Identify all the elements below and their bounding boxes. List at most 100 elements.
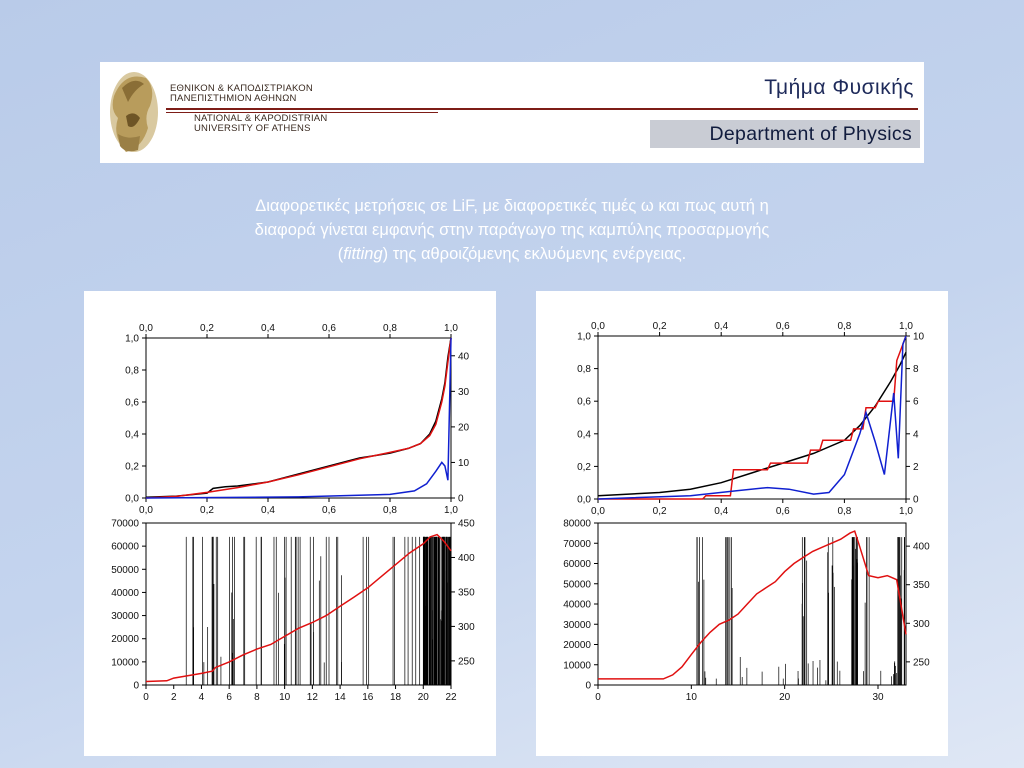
left-bottom-x-tick-label: 10 [279,692,291,703]
chart-right-svg: 0,00,00,20,20,40,40,60,60,80,81,01,00,00… [563,321,930,703]
right-top-y2-tick-label: 10 [913,332,925,343]
left-bottom-x-tick-label: 16 [362,692,374,703]
right-top-y-tick-label: 0,0 [577,495,591,506]
left-top-y2-tick-label: 20 [458,422,470,433]
caption-line-1: Διαφορετικές μετρήσεις σε LiF, με διαφορ… [255,197,769,215]
caption-line-2: διαφορά γίνεται εμφανής στην παράγωγο τη… [254,221,770,239]
left-bottom-spike-group [185,536,452,685]
right-top-x-top-tick-label: 0,2 [653,321,667,332]
left-bottom-x-tick-label: 22 [445,692,457,703]
left-top-x-top-tick-label: 0,0 [139,323,153,334]
right-bottom-y2-tick-label: 400 [913,542,930,553]
caption-line-3: (fitting) της αθροιζόμενης εκλυόμενης εν… [100,242,924,266]
right-bottom-y-tick-label: 40000 [563,600,591,611]
left-bottom-series-red [145,533,452,683]
left-top-x-top-tick-label: 1,0 [444,323,458,334]
right-bottom-y-tick-label: 20000 [563,640,591,651]
right-bottom-y2-tick-label: 300 [913,619,930,630]
right-top-x-tick-label: 0,4 [714,506,728,517]
left-bottom-y-tick-label: 50000 [111,565,139,576]
right-top-y-tick-label: 0,4 [577,429,591,440]
right-top-x-tick-label: 0,8 [837,506,851,517]
right-top-y2-tick-label: 0 [913,495,919,506]
right-bottom-y-tick-label: 30000 [563,620,591,631]
right-bottom-y2-tick-label: 350 [913,580,930,591]
right-top-series-black [597,351,907,497]
right-bottom-y-tick-label: 70000 [563,539,591,550]
caption-italic-term: fitting [343,245,383,263]
right-top-x-tick-label: 0,0 [591,506,605,517]
right-top-y-tick-label: 1,0 [577,332,591,343]
right-top-x-top-tick-label: 1,0 [899,321,913,332]
left-top-x-top-tick-label: 0,8 [383,323,397,334]
header-divider [166,108,918,110]
university-greek-line-2: ΠΑΝΕΠΙΣΤΗΜΙΟΝ ΑΘΗΝΩΝ [170,93,297,104]
right-bottom-y-tick-label: 10000 [563,660,591,671]
left-bottom-x-tick-label: 0 [143,692,149,703]
left-bottom-y-tick-label: 30000 [111,611,139,622]
right-bottom-x-tick-label: 20 [779,692,791,703]
right-bottom-y-tick-label: 0 [585,681,591,692]
department-title-english: Department of Physics [709,123,912,145]
right-top-plot-frame [597,335,907,500]
right-top-y2-tick-label: 2 [913,462,919,473]
caption-line-3-rest: ) της αθροιζόμενης εκλυόμενης ενέργειας. [382,245,687,263]
left-top-x-tick-label: 1,0 [444,505,458,516]
slide-caption: Διαφορετικές μετρήσεις σε LiF, με διαφορ… [100,194,924,266]
right-top-x-tick-label: 0,2 [653,506,667,517]
left-bottom-x-tick-label: 18 [390,692,402,703]
left-top-x-top-tick-label: 0,4 [261,323,275,334]
left-top-x-tick-label: 0,2 [200,505,214,516]
left-top-x-tick-label: 0,8 [383,505,397,516]
chart-panel-left: 0,0 0,0 0,2 0,2 0,4 0,4 0,6 0,6 0,8 0,8 1,0 1,0 0,0 0… [84,291,496,756]
right-top-series-blue [597,335,907,500]
university-english-line-2: UNIVERSITY OF ATHENS [194,123,311,134]
chart-left-svg: 0,00,00,20,20,40,40,60,60,80,81,01,00,00… [111,323,475,703]
left-top-x-tick-label: 0,6 [322,505,336,516]
caption-paren-open: ( [337,245,344,263]
left-top-y2-tick-label: 40 [458,351,470,362]
right-bottom-y-tick-label: 50000 [563,579,591,590]
left-top-x-top-tick-label: 0,6 [322,323,336,334]
left-top-x-tick-label: 0,0 [139,505,153,516]
left-bottom-y-tick-label: 20000 [111,634,139,645]
left-bottom-x-tick-label: 12 [307,692,319,703]
left-top-plot-frame [145,337,452,499]
left-bottom-y-tick-label: 0 [133,681,139,692]
left-top-y-tick-label: 0,6 [125,398,139,409]
chart-panel-right: 0,0 0,0 0,2 0,2 0,4 0,4 0,6 0,6 0,8 0,8 1,0 1,0 0,0 0… [536,291,948,756]
right-top-series-red [598,335,907,500]
left-bottom-x-tick-label: 2 [171,692,177,703]
left-bottom-y2-tick-label: 300 [458,622,475,633]
university-name-greek: ΕΘΝΙΚΟΝ & ΚΑΠΟΔΙΣΤΡΙΑΚΟΝ ΠΑΝΕΠΙΣΤΗΜΙΟΝ Α… [170,84,313,104]
right-bottom-series-red [598,530,907,680]
right-bottom-y2-tick-label: 250 [913,657,930,668]
right-bottom-x-tick-label: 0 [595,692,601,703]
left-bottom-y2-tick-label: 450 [458,519,475,530]
right-top-y-tick-label: 0,6 [577,397,591,408]
left-bottom-y-tick-label: 40000 [111,588,139,599]
right-top-x-tick-label: 1,0 [899,506,913,517]
left-bottom-y-tick-label: 60000 [111,542,139,553]
right-top-y-tick-label: 0,2 [577,462,591,473]
right-top-x-top-tick-label: 0,6 [776,321,790,332]
left-bottom-y2-tick-label: 250 [458,656,475,667]
right-bottom-spike-group [696,537,905,685]
right-top-x-tick-label: 0,6 [776,506,790,517]
left-top-y2-tick-label: 10 [458,458,470,469]
department-title-english-box: Department of Physics [650,120,920,148]
right-top-x-top-tick-label: 0,8 [837,321,851,332]
right-bottom-y-tick-label: 80000 [563,519,591,530]
right-bottom-y-tick-label: 60000 [563,559,591,570]
left-top-series-blue [145,337,452,499]
left-top-y2-tick-label: 30 [458,387,470,398]
left-top-y-tick-label: 0,4 [125,430,139,441]
left-bottom-x-tick-label: 14 [335,692,347,703]
right-bottom-x-tick-label: 10 [686,692,698,703]
left-bottom-y2-tick-label: 350 [458,587,475,598]
right-top-y-tick-label: 0,8 [577,364,591,375]
right-bottom-x-tick-label: 30 [872,692,884,703]
header-banner: ΕΘΝΙΚΟΝ & ΚΑΠΟΔΙΣΤΡΙΑΚΟΝ ΠΑΝΕΠΙΣΤΗΜΙΟΝ Α… [100,62,924,163]
right-top-x-top-tick-label: 0,0 [591,321,605,332]
left-top-y-tick-label: 0,0 [125,494,139,505]
